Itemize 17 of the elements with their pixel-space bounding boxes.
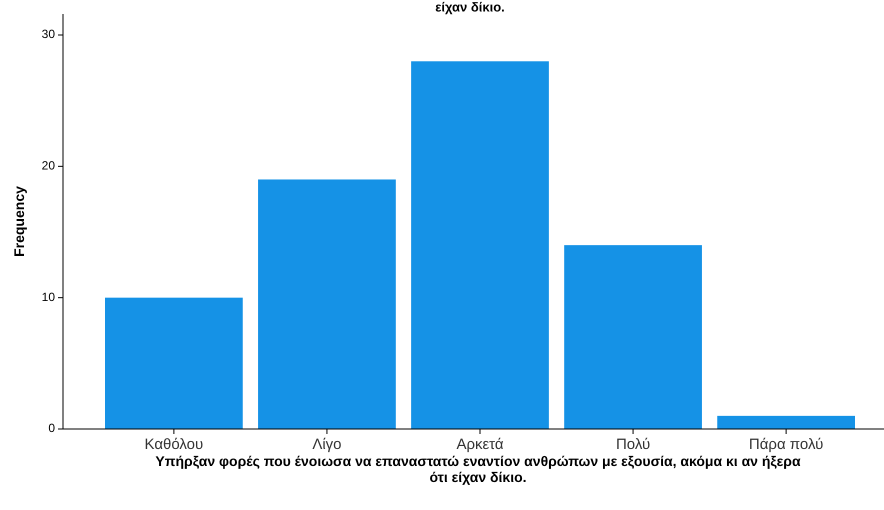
x-tick-label: Αρκετά: [456, 436, 504, 453]
x-axis-title: Υπήρξαν φορές που ένοιωσα να επαναστατώ εναντίον ανθρώπων με εξουσία, ακόμα κι αν ήξερα ότι είχαν δίκιο.: [155, 453, 801, 485]
x-tick-label: Πολύ: [616, 436, 650, 453]
x-tick-label: Λίγο: [312, 436, 342, 453]
x-tick-label: Πάρα πολύ: [748, 436, 824, 453]
x-tick-label: Καθόλου: [144, 436, 204, 453]
y-tick-label: 20: [42, 158, 56, 173]
chart-title: είχαν δίκιο.: [435, 0, 505, 15]
bar: [258, 179, 396, 429]
bar: [411, 61, 549, 429]
bar: [105, 298, 243, 429]
y-tick-label: 10: [42, 290, 56, 304]
bar: [717, 416, 855, 429]
bar: [564, 245, 702, 429]
y-tick-label: 0: [48, 421, 56, 436]
y-tick-label: 30: [42, 27, 56, 42]
y-axis-title: Frequency: [11, 186, 27, 257]
